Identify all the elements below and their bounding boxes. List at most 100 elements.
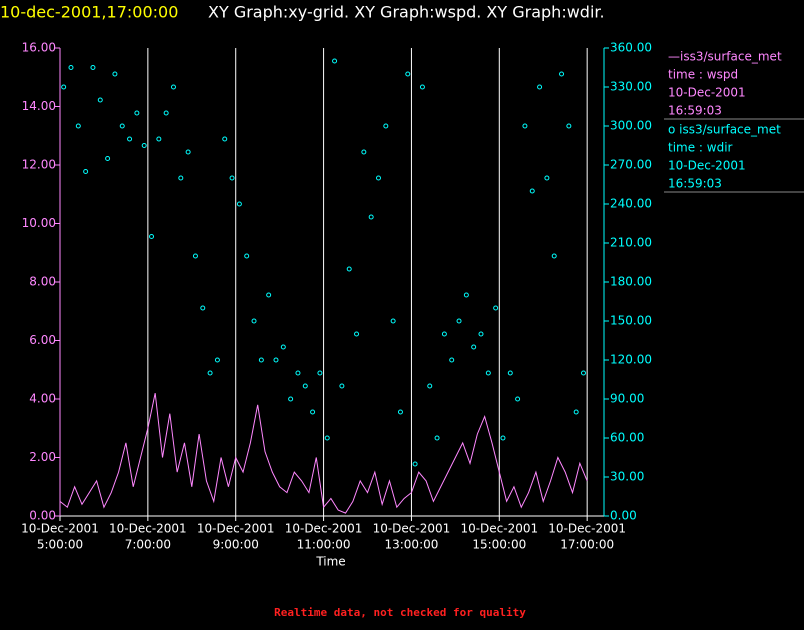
wdir-point (222, 136, 228, 142)
wdir-point (478, 331, 484, 337)
wdir-point (434, 435, 440, 441)
wspd-line (59, 393, 588, 514)
legend-line: 16:59:03 (668, 104, 722, 118)
wdir-point (207, 370, 213, 376)
y2-tick-label: 0.00 (610, 509, 637, 523)
chart-title: XY Graph:xy-grid. XY Graph:wspd. XY Grap… (208, 3, 605, 22)
legend-line: 16:59:03 (668, 177, 722, 191)
x-tick-label: 10-Dec-2001 (21, 522, 99, 536)
wdir-point (83, 169, 89, 174)
wdir-point (507, 370, 513, 376)
legend-name: —iss3/surface_met (668, 50, 782, 64)
wdir-point (317, 370, 323, 376)
x-tick-label: 9:00:00 (213, 538, 259, 552)
wdir-point (390, 318, 396, 324)
y-tick-label: 6.00 (29, 333, 56, 347)
wdir-point (544, 175, 550, 181)
x-tick-label: 7:00:00 (125, 538, 171, 552)
legend-name: o iss3/surface_met (668, 123, 781, 137)
wdir-point (163, 110, 169, 116)
y-tick-label: 8.00 (29, 275, 56, 289)
title-time: 10-dec-2001,17:00:00 (0, 3, 178, 22)
wdir-point (236, 201, 242, 207)
wdir-point (149, 234, 155, 239)
wdir-point (537, 84, 543, 90)
y2-tick-label: 270.00 (610, 158, 652, 172)
y2-tick-label: 360.00 (610, 41, 652, 55)
wdir-point (397, 409, 403, 415)
wdir-point (127, 136, 133, 142)
wdir-point (441, 331, 447, 337)
wdir-point (412, 461, 418, 467)
legend-line: time : wdir (668, 141, 733, 155)
y2-tick-label: 90.00 (610, 392, 644, 406)
x-axis-label: Time (315, 555, 345, 569)
wdir-point (493, 305, 499, 311)
wdir-point (449, 357, 455, 363)
wdir-point (354, 331, 360, 337)
legend-line: 10-Dec-2001 (668, 86, 746, 100)
wdir-point (192, 253, 198, 259)
wdir-point (529, 188, 535, 194)
wdir-point (273, 357, 279, 363)
wdir-point (559, 71, 565, 77)
wdir-point (419, 84, 425, 90)
wdir-point (485, 370, 491, 376)
wdir-point (515, 396, 521, 402)
wdir-point (119, 123, 125, 129)
wdir-point (251, 318, 257, 324)
wdir-point (90, 65, 96, 70)
wdir-point (361, 149, 367, 155)
wdir-point (456, 318, 462, 324)
wdir-point (61, 84, 67, 90)
wdir-point (463, 292, 469, 298)
x-tick-label: 10-Dec-2001 (460, 522, 538, 536)
wdir-point (97, 97, 103, 103)
x-tick-label: 10-Dec-2001 (373, 522, 451, 536)
wdir-point (427, 383, 433, 389)
wdir-point (68, 65, 74, 70)
x-tick-label: 13:00:00 (384, 538, 438, 552)
wdir-point (580, 370, 586, 376)
y2-tick-label: 120.00 (610, 353, 652, 367)
wdir-point (229, 175, 235, 181)
x-tick-label: 10-Dec-2001 (197, 522, 275, 536)
y-tick-label: 4.00 (29, 392, 56, 406)
x-tick-label: 5:00:00 (37, 538, 83, 552)
x-tick-label: 17:00:00 (560, 538, 614, 552)
y2-tick-label: 150.00 (610, 314, 652, 328)
wdir-point (258, 357, 264, 363)
y2-tick-label: 60.00 (610, 431, 644, 445)
wdir-point (156, 136, 162, 142)
wdir-point (551, 253, 557, 259)
wdir-point (310, 409, 316, 415)
y2-tick-label: 300.00 (610, 119, 652, 133)
x-tick-label: 15:00:00 (472, 538, 526, 552)
wdir-point (185, 149, 191, 155)
wdir-point (170, 84, 176, 90)
wdir-point (302, 383, 308, 389)
legend-line: 10-Dec-2001 (668, 159, 746, 173)
wdir-point (295, 370, 301, 376)
wdir-point (112, 71, 118, 77)
wdir-point (332, 58, 338, 64)
y2-tick-label: 210.00 (610, 236, 652, 250)
x-tick-label: 10-Dec-2001 (109, 522, 187, 536)
wdir-point (134, 110, 140, 116)
y2-tick-label: 180.00 (610, 275, 652, 289)
wdir-point (288, 396, 294, 402)
wdir-point (522, 123, 528, 129)
wdir-point (566, 123, 572, 129)
wdir-point (141, 143, 147, 148)
wdir-point (178, 175, 184, 181)
wdir-point (405, 71, 411, 77)
y2-tick-label: 330.00 (610, 80, 652, 94)
wdir-point (324, 435, 330, 441)
y-tick-label: 14.00 (22, 99, 56, 113)
wdir-point (368, 214, 374, 220)
legend-line: time : wspd (668, 68, 738, 82)
wdir-point (214, 357, 220, 363)
wdir-point (375, 175, 381, 181)
